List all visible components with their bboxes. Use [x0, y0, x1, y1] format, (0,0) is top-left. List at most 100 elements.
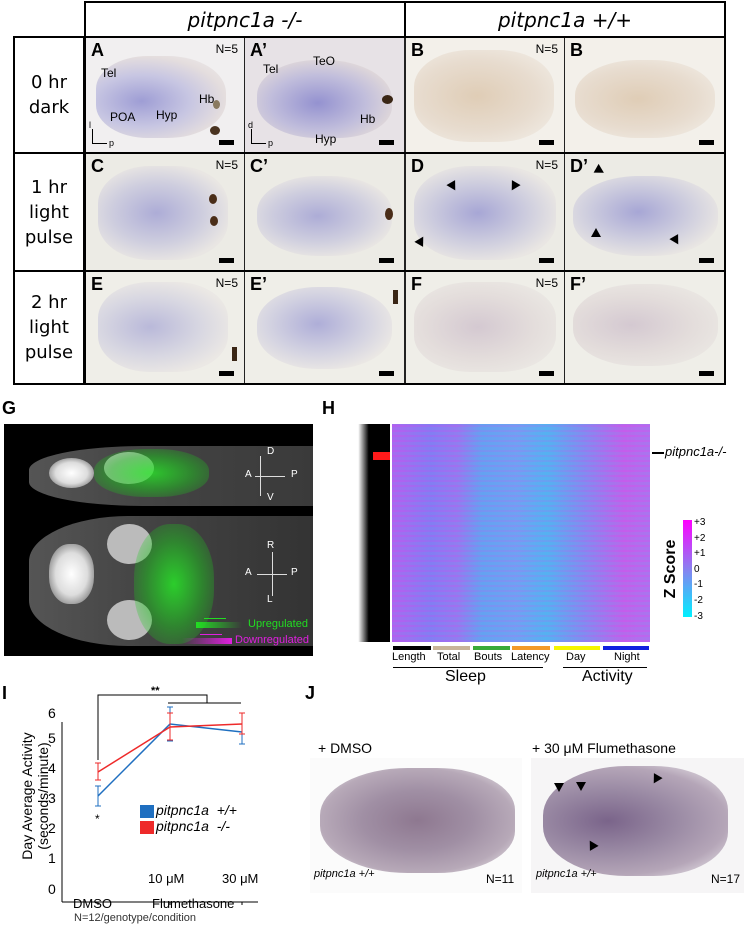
ish-panel-F-prime: F’	[565, 272, 724, 383]
panel-g-confocal-image: D V A P R L A P Upregulated Downregulate…	[4, 424, 313, 656]
downregulated-gradient	[182, 638, 232, 644]
upregulated-gradient	[196, 622, 242, 628]
region-label-hyp: Hyp	[315, 132, 337, 146]
row-label-line: pulse	[24, 342, 74, 363]
zscore-tick: +2	[694, 532, 706, 544]
panel-letter: B	[570, 40, 583, 60]
legend-label-wildtype: pitpnc1a +/+	[156, 802, 237, 818]
ish-panel-B: B N=5	[406, 38, 564, 152]
y-tick: 2	[48, 820, 56, 836]
axis-label-p: p	[268, 138, 274, 148]
brain-image	[98, 166, 228, 260]
row-label-line: light	[29, 201, 69, 223]
dose-label-10: 10 μM	[148, 871, 185, 886]
zscore-colorbar	[683, 520, 692, 617]
y-tick: 3	[48, 790, 56, 806]
y-tick: 4	[48, 760, 56, 776]
green-signal	[94, 449, 209, 497]
forebrain-highlight	[49, 458, 94, 488]
panel-letter: A’	[250, 40, 268, 60]
sample-size: N=5	[215, 276, 238, 290]
column-header-mutant-label: pitpnc1a -/-	[187, 7, 303, 32]
sample-size: N=11	[486, 872, 515, 886]
scale-bar	[539, 258, 554, 263]
ish-panel-B-second: B	[565, 38, 724, 152]
pigment-spot	[385, 208, 393, 220]
sleep-group-label: Sleep	[445, 668, 486, 685]
row-label-line: 2 hr	[31, 292, 67, 313]
category-label-total: Total	[437, 651, 461, 663]
category-bar-day	[554, 646, 600, 650]
axis-label-d: D	[267, 446, 275, 457]
y-axis-label: Day Average Activity (seconds/minute)	[19, 706, 51, 886]
category-bar-night	[603, 646, 649, 650]
brain-image	[414, 50, 554, 142]
legend-swatch-wildtype	[140, 805, 154, 818]
scale-bar	[219, 258, 234, 263]
brain-image	[257, 60, 392, 138]
scale-bar	[219, 371, 234, 376]
zscore-tick: +1	[694, 548, 706, 560]
zscore-title: Z Score	[662, 539, 679, 599]
panel-letter: A	[91, 40, 104, 60]
scale-bar	[379, 258, 394, 263]
sample-size: N=17	[711, 872, 741, 886]
axis-cross-bottom	[257, 574, 287, 575]
ish-panel-C-prime: C’	[245, 154, 404, 270]
axis-label-p: P	[291, 469, 298, 480]
panel-letter: E’	[250, 274, 268, 294]
legend-label-mutant: pitpnc1a -/-	[156, 818, 230, 834]
highlight-label: pitpnc1a-/-	[665, 444, 727, 459]
pigment-spot	[213, 100, 220, 109]
panel-letter: C’	[250, 156, 268, 176]
region-label-tel: Tel	[101, 66, 117, 80]
ish-panel-D-prime: D’	[565, 154, 724, 270]
category-bar-length	[393, 646, 431, 650]
region-label-poa: POA	[110, 110, 136, 124]
pigment-spot	[393, 290, 398, 304]
row-label-line: 1 hr	[31, 176, 67, 198]
brain-shape	[320, 768, 515, 873]
orientation-axis-icon	[251, 129, 266, 144]
zscore-tick: -3	[694, 610, 703, 622]
brain-image	[98, 282, 228, 372]
dose-label-30: 30 μM	[222, 871, 259, 886]
row-label-0hr: 0 hr dark	[13, 36, 85, 154]
arrowhead-icon	[593, 163, 607, 178]
ish-panel-D: D N=5	[406, 154, 564, 270]
y-tick: 1	[48, 850, 56, 866]
dmso-title: + DMSO	[318, 740, 373, 756]
y-tick: 6	[48, 705, 56, 721]
ish-panel-E: E N=5	[86, 272, 244, 383]
genotype-label: pitpnc1a +/+	[536, 868, 597, 880]
brain-image	[96, 56, 226, 138]
genotype-label: pitpnc1a +/+	[314, 868, 375, 880]
region-label-hb: Hb	[199, 92, 215, 106]
panel-letter: C	[91, 156, 104, 176]
brain-image	[257, 176, 392, 256]
y-axis-label-line: (seconds/minute)	[35, 742, 51, 850]
axis-label-v: V	[267, 492, 274, 503]
sample-size: N=5	[535, 276, 558, 290]
sample-size: N=5	[535, 158, 558, 172]
row-label-line: 0 hr	[31, 72, 67, 93]
region-label-hyp: Hyp	[156, 108, 178, 122]
scale-bar	[699, 371, 714, 376]
ish-panel-C: C N=5	[86, 154, 244, 270]
ish-panel-A: A N=5 Tel POA Hyp Hb l p	[86, 38, 244, 152]
brain-image	[573, 176, 718, 256]
y-tick: 0	[48, 881, 56, 897]
panel-letter-g: G	[2, 398, 17, 418]
category-bar-latency	[512, 646, 550, 650]
dendrogram	[337, 424, 390, 642]
row-label-line: pulse	[24, 226, 74, 248]
region-label-tel: Tel	[263, 62, 279, 76]
category-label-day: Day	[566, 651, 586, 663]
brain-image	[414, 166, 556, 260]
brain-shape	[543, 766, 728, 876]
row-label-line: dark	[28, 97, 70, 118]
pigment-spot	[210, 216, 218, 226]
x-label-flumethasone: Flumethasone	[152, 896, 235, 911]
upregulated-label: Upregulated	[248, 618, 308, 630]
heatmap	[392, 424, 650, 642]
